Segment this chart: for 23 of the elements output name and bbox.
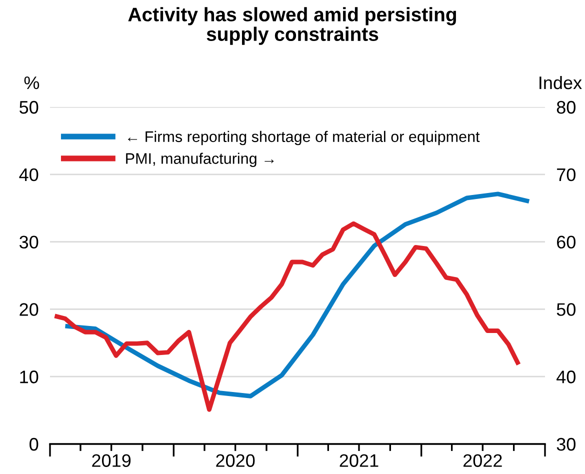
y-tick-label: 10 [20, 370, 38, 384]
y-tick-label: 40 [19, 168, 38, 182]
x-tick-label: 2021 [340, 454, 378, 467]
y-tick-label: 0 [30, 438, 38, 451]
y2-tick-label: 40 [556, 370, 576, 384]
y2-tick-label: 80 [556, 100, 576, 114]
y2-tick-label: 60 [557, 236, 576, 249]
line-series [52, 221, 521, 412]
legend-label: ← Firms reporting shortage of material or equipment [128, 130, 480, 146]
y-tick-label: 30 [19, 236, 38, 249]
line-series [63, 192, 532, 398]
y-tick-label: 50 [20, 100, 38, 114]
chart-title: Activity has slowed amid persisting supply constraints [128, 7, 456, 45]
legend-label: PMI, manufacturing → [126, 152, 274, 167]
x-tick-label: 2019 [92, 454, 131, 467]
y2-tick-label: 50 [556, 303, 576, 316]
x-tick-label: 2020 [216, 454, 255, 467]
y2-tick-label: 70 [557, 168, 576, 182]
y-axis-title: % [24, 76, 40, 90]
y2-axis-title: Index [540, 76, 582, 90]
y2-tick-label: 30 [556, 438, 576, 451]
y-tick-label: 20 [20, 303, 38, 316]
x-tick-label: 2022 [463, 454, 502, 467]
